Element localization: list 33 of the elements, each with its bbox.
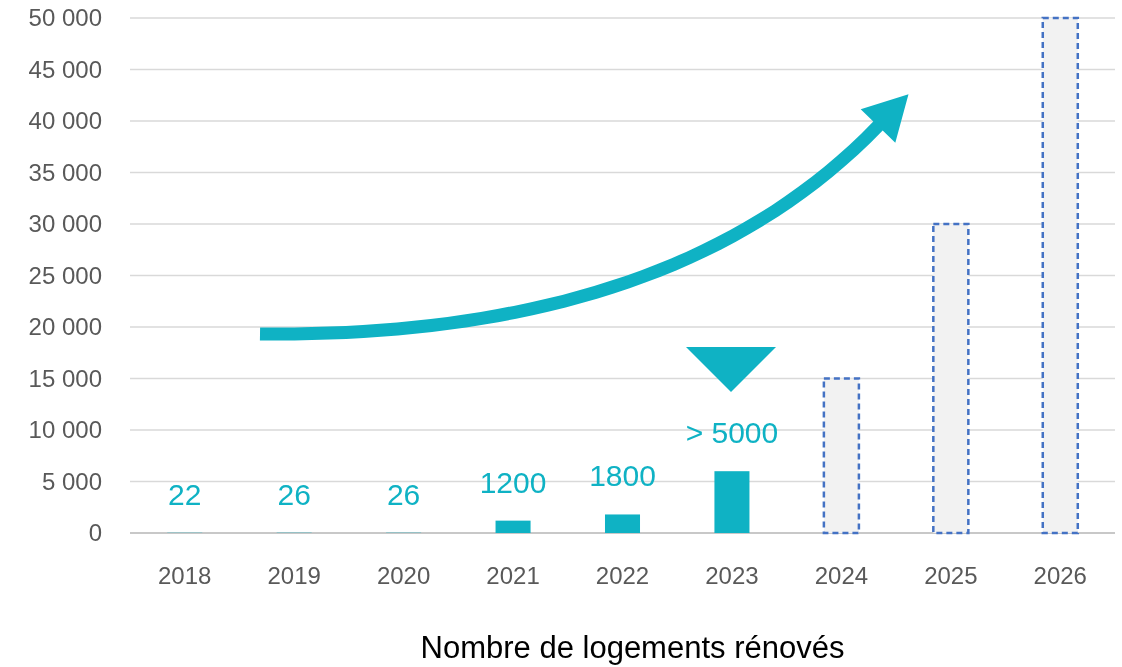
y-tick-label: 30 000 — [28, 210, 102, 238]
y-tick-label: 40 000 — [28, 107, 102, 135]
x-tick-label: 2019 — [267, 562, 321, 589]
x-axis-title: Nombre de logements rénovés — [420, 630, 845, 665]
x-tick-label: 2021 — [486, 562, 540, 589]
x-tick-label: 2025 — [924, 562, 978, 589]
data-label: 1200 — [479, 465, 547, 499]
x-tick-label: 2023 — [705, 562, 759, 589]
y-tick-label: 45 000 — [28, 55, 102, 83]
x-tick-label: 2022 — [595, 562, 650, 589]
x-tick-label: 2018 — [158, 562, 212, 589]
y-tick-label: 5 000 — [41, 467, 102, 495]
x-tick-label: 2026 — [1033, 562, 1087, 589]
bar — [1041, 16, 1080, 535]
bar — [714, 471, 750, 533]
x-tick-label: 2020 — [376, 562, 431, 589]
bar — [822, 377, 861, 535]
y-tick-label: 25 000 — [28, 261, 102, 289]
data-label: 26 — [386, 477, 421, 511]
x-tick-label: 2024 — [814, 562, 869, 589]
data-label: 22 — [168, 477, 202, 511]
bar — [932, 222, 970, 535]
y-tick-label: 0 — [88, 519, 102, 547]
data-label: 1800 — [589, 459, 656, 493]
y-tick-label: 35 000 — [28, 158, 102, 186]
y-tick-label: 15 000 — [28, 364, 102, 392]
data-label: > 5000 — [685, 416, 779, 450]
y-tick-label: 50 000 — [28, 4, 102, 32]
bar — [604, 514, 641, 533]
y-tick-label: 10 000 — [28, 416, 102, 444]
data-label: 26 — [277, 477, 311, 511]
bar — [495, 520, 531, 533]
y-tick-label: 20 000 — [28, 313, 102, 341]
